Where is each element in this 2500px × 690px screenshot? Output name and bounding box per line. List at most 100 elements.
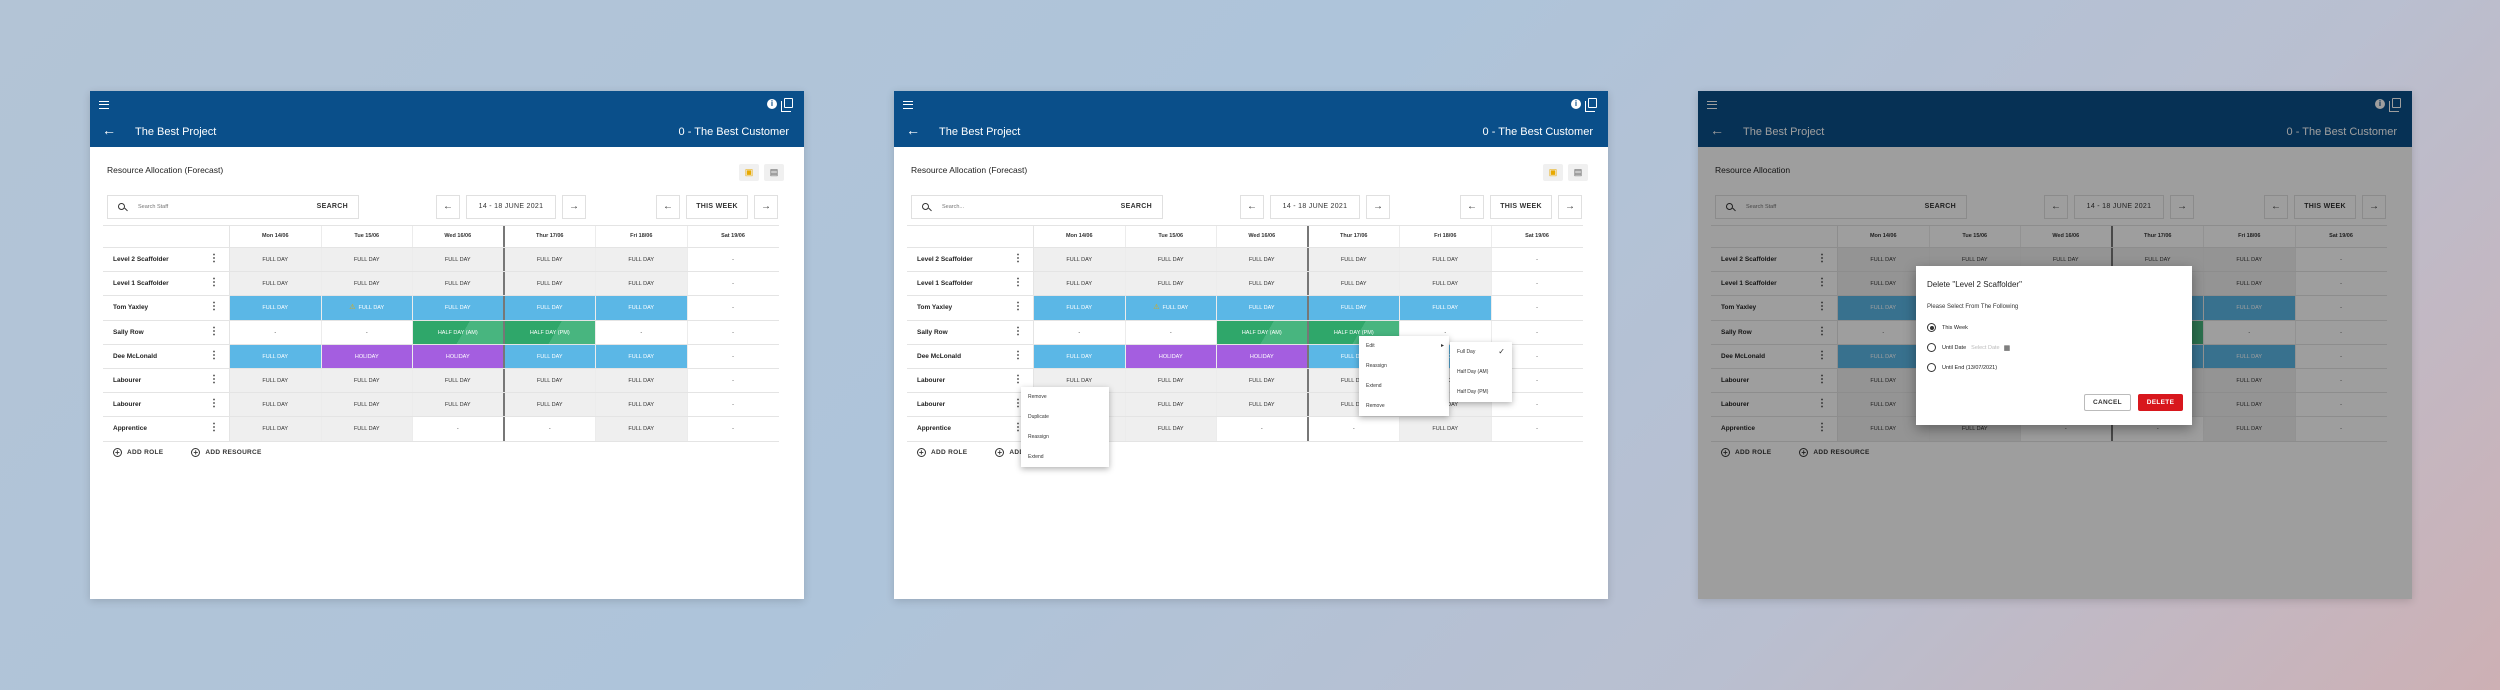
allocation-cell[interactable]: FULL DAY — [321, 368, 413, 393]
more-vert-icon[interactable]: ⋮ — [1013, 277, 1023, 289]
search-button[interactable]: SEARCH — [1120, 203, 1152, 210]
option-this-week[interactable]: This Week — [1927, 323, 1968, 332]
allocation-cell[interactable]: HOLIDAY — [321, 344, 413, 368]
allocation-cell[interactable]: FULL DAY — [1929, 248, 2021, 272]
more-vert-icon[interactable]: ⋮ — [1817, 349, 1827, 361]
allocation-cell[interactable]: FULL DAY — [1034, 272, 1126, 296]
allocation-cell[interactable]: FULL DAY — [230, 368, 322, 393]
info-icon[interactable]: i — [1571, 99, 1581, 109]
allocation-cell[interactable]: HOLIDAY — [413, 344, 505, 368]
next-week-button[interactable]: → — [1558, 195, 1582, 219]
allocation-cell[interactable]: FULL DAY — [230, 393, 322, 417]
allocation-cell[interactable]: FULL DAY — [596, 296, 688, 320]
allocation-cell[interactable]: FULL DAY — [596, 393, 688, 417]
copy-icon[interactable] — [1585, 98, 1597, 112]
delete-button[interactable]: DELETE — [2138, 394, 2183, 411]
calendar-icon[interactable]: ▦ — [2003, 344, 2011, 352]
allocation-cell[interactable]: FULL DAY — [413, 272, 505, 296]
allocation-cell[interactable]: FULL DAY — [321, 272, 413, 296]
allocation-cell[interactable]: - — [504, 417, 596, 441]
allocation-cell[interactable]: FULL DAY — [1400, 296, 1492, 320]
allocation-cell[interactable]: HOLIDAY — [1125, 344, 1217, 368]
allocation-cell[interactable]: FULL DAY — [230, 272, 322, 296]
allocation-cell[interactable]: - — [2295, 296, 2387, 320]
allocation-cell[interactable]: - — [687, 272, 779, 296]
copy-icon[interactable] — [2389, 98, 2401, 112]
allocation-cell[interactable]: FULL DAY — [2204, 272, 2296, 296]
allocation-cell[interactable]: FULL DAY — [1400, 417, 1492, 441]
more-vert-icon[interactable]: ⋮ — [1817, 398, 1827, 410]
allocation-cell[interactable]: - — [2295, 344, 2387, 368]
allocation-cell[interactable]: FULL DAY — [2204, 393, 2296, 417]
add-resource-button[interactable]: + ADD RESOURCE — [191, 448, 261, 457]
allocation-cell[interactable]: - — [2295, 248, 2387, 272]
back-arrow-icon[interactable]: ← — [1710, 122, 1724, 138]
search-button[interactable]: SEARCH — [1924, 203, 1956, 210]
allocation-cell[interactable]: HALF DAY (PM) — [504, 320, 596, 344]
more-vert-icon[interactable]: ⋮ — [1013, 349, 1023, 361]
allocation-cell[interactable]: - — [1125, 320, 1217, 344]
calendar-view-button[interactable]: ▣ — [1543, 164, 1563, 181]
add-role-button[interactable]: + ADD ROLE — [1721, 448, 1771, 457]
option-until-end[interactable]: Until End (13/07/2021) — [1927, 363, 1997, 372]
chart-view-button[interactable]: ▤ — [1568, 164, 1588, 181]
next-range-button[interactable]: → — [2170, 195, 2194, 219]
option-until-date[interactable]: Until Date Select Date ▦ — [1927, 343, 2010, 352]
allocation-cell[interactable]: FULL DAY — [1308, 272, 1400, 296]
prev-range-button[interactable]: ← — [436, 195, 460, 219]
allocation-cell[interactable]: FULL DAY — [1217, 248, 1309, 272]
menu-icon[interactable] — [99, 101, 109, 109]
allocation-cell[interactable]: FULL DAY — [2112, 248, 2204, 272]
menu-icon[interactable] — [903, 101, 913, 109]
allocation-cell[interactable]: FULL DAY — [1125, 368, 1217, 393]
allocation-cell[interactable]: - — [687, 344, 779, 368]
allocation-cell[interactable]: FULL DAY — [1125, 272, 1217, 296]
allocation-cell[interactable]: FULL DAY — [413, 248, 505, 272]
next-week-button[interactable]: → — [2362, 195, 2386, 219]
menu-item-duplicate[interactable]: Duplicate — [1028, 414, 1049, 420]
more-vert-icon[interactable]: ⋮ — [1817, 253, 1827, 264]
allocation-cell[interactable]: - — [1491, 417, 1583, 441]
allocation-cell[interactable]: FULL DAY — [2204, 368, 2296, 393]
menu-item-reassign[interactable]: Reassign — [1366, 363, 1387, 369]
allocation-cell[interactable]: FULL DAY — [230, 248, 322, 272]
allocation-cell[interactable]: FULL DAY — [1308, 248, 1400, 272]
next-week-button[interactable]: → — [754, 195, 778, 219]
allocation-cell[interactable]: FULL DAY — [1308, 296, 1400, 320]
allocation-cell[interactable]: FULL DAY — [413, 368, 505, 393]
allocation-cell[interactable]: - — [687, 296, 779, 320]
allocation-cell[interactable]: FULL DAY — [504, 393, 596, 417]
allocation-cell[interactable]: ⚠FULL DAY — [1125, 296, 1217, 320]
allocation-cell[interactable]: FULL DAY — [1838, 248, 1930, 272]
search-input[interactable] — [1746, 204, 1896, 210]
menu-icon[interactable] — [1707, 101, 1717, 109]
add-resource-button[interactable]: + ADD RESOURCE — [1799, 448, 1869, 457]
more-vert-icon[interactable]: ⋮ — [1817, 301, 1827, 313]
allocation-cell[interactable]: FULL DAY — [1838, 417, 1930, 441]
allocation-cell[interactable]: - — [2295, 368, 2387, 393]
allocation-cell[interactable]: FULL DAY — [2204, 296, 2296, 320]
allocation-cell[interactable]: FULL DAY — [2204, 417, 2296, 441]
more-vert-icon[interactable]: ⋮ — [1013, 422, 1023, 434]
allocation-cell[interactable]: - — [230, 320, 322, 344]
radio-icon[interactable] — [1927, 363, 1936, 372]
prev-week-button[interactable]: ← — [1460, 195, 1484, 219]
date-range[interactable]: 14 - 18 JUNE 2021 — [1270, 195, 1360, 219]
more-vert-icon[interactable]: ⋮ — [1817, 325, 1827, 337]
more-vert-icon[interactable]: ⋮ — [1013, 325, 1023, 337]
allocation-cell[interactable]: - — [1491, 393, 1583, 417]
allocation-cell[interactable]: FULL DAY — [413, 393, 505, 417]
allocation-cell[interactable]: - — [1491, 344, 1583, 368]
allocation-cell[interactable]: FULL DAY — [1034, 344, 1126, 368]
allocation-cell[interactable]: - — [2204, 320, 2296, 344]
submenu-item-half-day-am[interactable]: Half Day (AM) — [1457, 369, 1489, 375]
cancel-button[interactable]: CANCEL — [2084, 394, 2131, 411]
allocation-cell[interactable]: - — [2295, 320, 2387, 344]
allocation-cell[interactable]: - — [1491, 320, 1583, 344]
allocation-cell[interactable]: FULL DAY — [1034, 368, 1126, 393]
allocation-cell[interactable]: - — [1217, 417, 1309, 441]
allocation-cell[interactable]: FULL DAY — [1034, 296, 1126, 320]
allocation-cell[interactable]: FULL DAY — [1217, 393, 1309, 417]
allocation-cell[interactable]: - — [687, 393, 779, 417]
allocation-cell[interactable]: FULL DAY — [321, 248, 413, 272]
